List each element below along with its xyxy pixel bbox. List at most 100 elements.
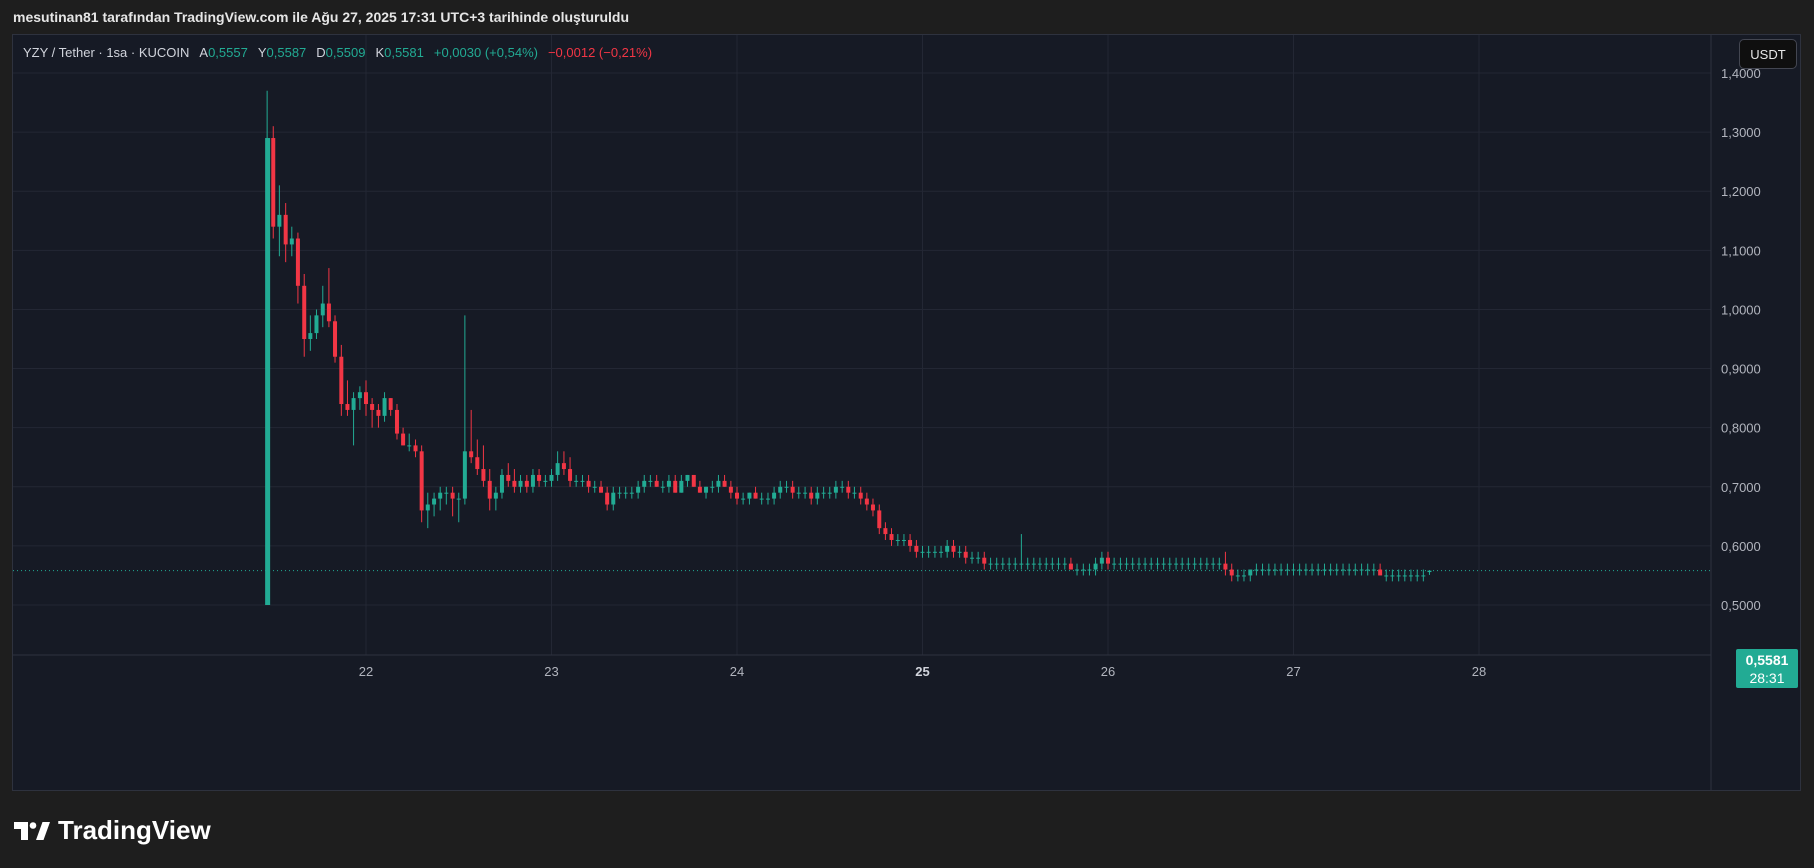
candle-body bbox=[444, 492, 449, 494]
candle-body bbox=[1334, 569, 1339, 571]
candle-body bbox=[530, 474, 535, 487]
candle-body bbox=[1124, 563, 1129, 565]
candle-body bbox=[1211, 563, 1216, 565]
candle-body bbox=[1112, 563, 1117, 565]
price-axis-tick-label: 1,1000 bbox=[1721, 243, 1761, 258]
time-axis-tick-label: 24 bbox=[730, 664, 744, 679]
candle-body bbox=[586, 480, 591, 487]
candle-body bbox=[1427, 570, 1432, 573]
currency-button[interactable]: USDT bbox=[1739, 39, 1797, 69]
candle-body bbox=[691, 474, 696, 487]
close-value: 0,5581 bbox=[384, 45, 424, 60]
candle-body bbox=[574, 480, 579, 482]
candle-body bbox=[1279, 569, 1284, 571]
candle-body bbox=[623, 492, 628, 494]
candle-body bbox=[1365, 569, 1370, 571]
candle-body bbox=[351, 398, 356, 410]
candle-body bbox=[976, 557, 981, 559]
candle-body bbox=[388, 398, 393, 410]
candle-body bbox=[456, 498, 461, 500]
candle-body bbox=[413, 445, 418, 452]
candle-body bbox=[543, 480, 548, 482]
candle-body bbox=[753, 492, 758, 499]
candle-body bbox=[1316, 569, 1321, 571]
candle-body bbox=[803, 492, 808, 494]
tradingview-logo[interactable]: TradingView bbox=[14, 815, 211, 846]
candle-body bbox=[1378, 569, 1383, 576]
candle-body bbox=[357, 392, 362, 399]
open-label: A bbox=[199, 45, 209, 60]
candle-body bbox=[1037, 563, 1042, 565]
candle-body bbox=[611, 492, 616, 505]
candle-body bbox=[1341, 569, 1346, 571]
candle-body bbox=[1118, 563, 1123, 565]
candle-body bbox=[1291, 569, 1296, 571]
candle-body bbox=[1347, 569, 1352, 571]
candle-body bbox=[1031, 563, 1036, 565]
candle-body bbox=[1384, 575, 1389, 577]
candle-body bbox=[697, 486, 702, 493]
candle-body bbox=[419, 451, 424, 511]
candle-body bbox=[1272, 569, 1277, 571]
candle-body bbox=[1303, 569, 1308, 571]
candle-body bbox=[512, 480, 517, 487]
candle-body bbox=[345, 404, 350, 410]
candle-body bbox=[870, 504, 875, 511]
candle-body bbox=[518, 480, 523, 487]
candle-body bbox=[846, 486, 851, 493]
candle-body bbox=[1087, 569, 1092, 571]
candle-body bbox=[858, 492, 863, 499]
ohlc-legend: YZY / Tether · 1sa · KUCOIN A 0,5557 Y 0,5… bbox=[23, 45, 652, 60]
candle-body bbox=[364, 392, 368, 405]
candle-body bbox=[493, 492, 498, 499]
candle-body bbox=[1000, 563, 1005, 565]
candle-body bbox=[735, 492, 739, 499]
candle-body bbox=[951, 545, 956, 552]
candle-body bbox=[1310, 569, 1315, 571]
candle-body bbox=[1322, 569, 1327, 571]
time-axis-tick-label: 27 bbox=[1286, 664, 1300, 679]
candle-body bbox=[1044, 563, 1049, 565]
candle-body bbox=[1285, 569, 1290, 571]
candle-body bbox=[840, 486, 845, 488]
candle-body bbox=[883, 528, 888, 535]
high-label: Y bbox=[257, 45, 267, 60]
candle-body bbox=[629, 492, 634, 494]
candle-body bbox=[1068, 563, 1073, 570]
candlestick-chart[interactable]: 0,5000 0,6000 0,7000 0,8000 0,9000 1,0000 1,10… bbox=[13, 35, 1800, 790]
candle-body bbox=[308, 333, 313, 339]
candle-body bbox=[450, 492, 455, 499]
time-axis-tick-label: 25 bbox=[915, 664, 929, 679]
candle-body bbox=[1167, 563, 1172, 565]
secondary-change-value: −0,0012 (−0,21%) bbox=[547, 45, 653, 60]
candle-body bbox=[1371, 569, 1376, 571]
candle-body bbox=[376, 409, 381, 416]
candle-body bbox=[265, 138, 271, 605]
candle-body bbox=[920, 551, 925, 553]
price-axis-tick-label: 1,2000 bbox=[1721, 184, 1761, 199]
symbol-label[interactable]: YZY / Tether · 1sa · KUCOIN bbox=[23, 45, 190, 60]
candle-body bbox=[654, 480, 659, 487]
candle-body bbox=[382, 398, 387, 416]
candle-body bbox=[339, 356, 344, 405]
chart-panel[interactable]: 0,5000 0,6000 0,7000 0,8000 0,9000 1,0000 1,10… bbox=[12, 34, 1801, 791]
candle-body bbox=[401, 433, 406, 446]
close-label: K bbox=[375, 45, 385, 60]
candle-body bbox=[1136, 563, 1141, 565]
candle-body bbox=[784, 486, 789, 488]
candle-body bbox=[1328, 569, 1333, 571]
candle-body bbox=[1007, 563, 1012, 565]
candle-body bbox=[1254, 569, 1259, 571]
candle-body bbox=[821, 492, 826, 494]
candle-body bbox=[617, 492, 622, 494]
candle-body bbox=[271, 138, 276, 227]
candle-body bbox=[1241, 575, 1246, 577]
candle-body bbox=[1075, 569, 1080, 571]
candle-body bbox=[1099, 557, 1104, 564]
candle-body bbox=[487, 480, 492, 499]
price-axis-tick-label: 1,0000 bbox=[1721, 302, 1761, 317]
candle-body bbox=[790, 486, 795, 493]
candle-body bbox=[1248, 569, 1253, 576]
candle-body bbox=[475, 457, 480, 470]
candle-body bbox=[728, 486, 733, 493]
